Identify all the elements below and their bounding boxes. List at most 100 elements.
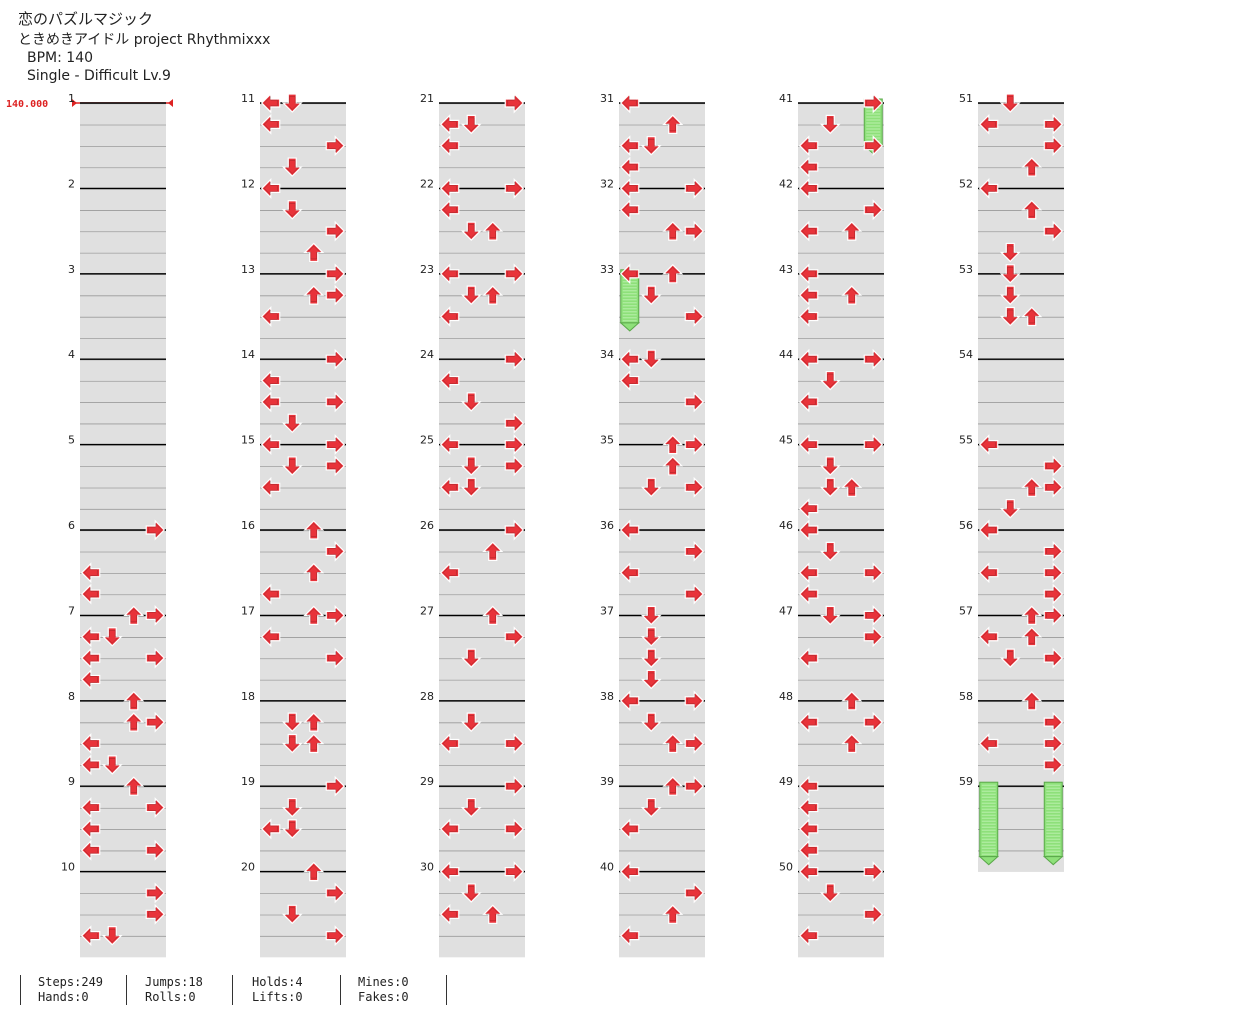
row-shade	[978, 658, 1064, 680]
hands-count: Hands:0	[38, 990, 89, 1004]
arrow-up-icon	[1021, 477, 1043, 497]
row-shade	[619, 829, 705, 851]
arrow-down-icon	[460, 648, 482, 668]
row-shade	[619, 701, 705, 723]
row-shade	[439, 509, 525, 531]
footer-divider	[340, 975, 342, 1005]
row-shade	[260, 231, 346, 253]
row-shade	[619, 146, 705, 168]
arrow-left-icon	[798, 797, 819, 818]
arrow-right-icon	[1043, 455, 1064, 477]
measure-number: 5	[68, 434, 75, 447]
arrow-down-icon	[281, 456, 303, 476]
arrow-up-icon	[662, 776, 684, 796]
arrow-right-icon	[325, 925, 346, 947]
measure-24: 24	[420, 348, 525, 445]
measure-53: 53	[959, 263, 1064, 360]
row-shade	[439, 210, 525, 232]
row-shade	[260, 829, 346, 851]
measure-49: 49	[779, 775, 884, 872]
row-shade	[798, 338, 884, 360]
measure-number: 24	[420, 348, 434, 361]
measure-number: 26	[420, 519, 434, 532]
row-shade	[798, 146, 884, 168]
measure-number: 38	[600, 690, 614, 703]
arrow-right-icon	[863, 903, 884, 925]
arrow-right-icon	[325, 263, 346, 285]
row-shade	[439, 487, 525, 509]
arrow-up-icon	[1021, 306, 1043, 327]
arrow-down-icon	[640, 627, 662, 647]
arrow-left-icon	[439, 263, 460, 285]
measure-54: 54	[959, 348, 1064, 445]
row-shade	[978, 829, 1064, 851]
row-shade	[798, 936, 884, 958]
song-artist: ときめきアイドル project Rhythmixxx	[18, 32, 271, 48]
row-shade	[80, 680, 166, 702]
fakes-count: Fakes:0	[358, 990, 409, 1004]
arrow-left-icon	[439, 199, 460, 221]
measure-number: 27	[420, 604, 434, 617]
row-shade	[80, 850, 166, 872]
arrow-left-icon	[439, 370, 460, 391]
arrow-left-icon	[260, 113, 281, 135]
row-shade	[80, 423, 166, 445]
row-shade	[978, 786, 1064, 808]
measure-20: 20	[241, 861, 346, 958]
arrow-right-icon	[504, 412, 525, 434]
row-shade	[260, 872, 346, 894]
arrow-right-icon	[504, 455, 525, 477]
row-shade	[798, 637, 884, 659]
measure-number: 4	[68, 348, 75, 361]
row-shade	[798, 765, 884, 787]
arrow-right-icon	[325, 391, 346, 413]
arrow-right-icon	[145, 797, 166, 818]
arrow-down-icon	[640, 648, 662, 668]
row-shade	[978, 103, 1064, 125]
measure-number: 59	[959, 775, 973, 788]
measure-number: 12	[241, 177, 255, 190]
arrow-down-icon	[999, 306, 1021, 327]
arrow-right-icon	[863, 199, 884, 221]
measure-34: 34	[600, 348, 705, 445]
arrow-left-icon	[619, 92, 640, 114]
measure-3: 3	[68, 263, 166, 360]
lifts-count: Lifts:0	[252, 990, 303, 1004]
row-shade	[80, 274, 166, 296]
arrow-left-icon	[978, 177, 999, 199]
arrow-left-icon	[798, 156, 819, 178]
row-shade	[798, 829, 884, 851]
arrow-notes	[80, 92, 1064, 947]
row-shade	[798, 295, 884, 317]
row-shade	[260, 338, 346, 360]
row-shade	[798, 552, 884, 574]
measure-number: 33	[600, 263, 614, 276]
measure-52: 52	[959, 177, 1064, 275]
row-shade	[798, 744, 884, 766]
measure-number: 10	[61, 861, 75, 874]
measure-30: 30	[420, 861, 525, 958]
measure-12: 12	[241, 177, 346, 275]
row-shade	[619, 487, 705, 509]
row-shade	[619, 167, 705, 189]
mines-count: Mines:0	[358, 975, 409, 989]
arrow-left-icon	[80, 562, 101, 584]
row-shade	[439, 808, 525, 830]
row-shade	[619, 402, 705, 424]
arrow-right-icon	[684, 733, 705, 754]
row-shade	[80, 509, 166, 531]
row-shade	[439, 893, 525, 915]
row-shade	[978, 189, 1064, 211]
measure-46: 46	[779, 519, 884, 616]
row-shade	[260, 701, 346, 723]
arrow-left-icon	[798, 434, 819, 456]
measure-59: 59	[959, 775, 1064, 872]
row-shade	[978, 423, 1064, 445]
arrow-left-icon	[798, 818, 819, 840]
measure-44: 44	[779, 348, 884, 445]
arrow-right-icon	[1043, 113, 1064, 135]
row-shade	[978, 744, 1064, 766]
measure-number: 19	[241, 775, 255, 788]
arrow-left-icon	[619, 562, 640, 584]
row-shade	[619, 466, 705, 488]
